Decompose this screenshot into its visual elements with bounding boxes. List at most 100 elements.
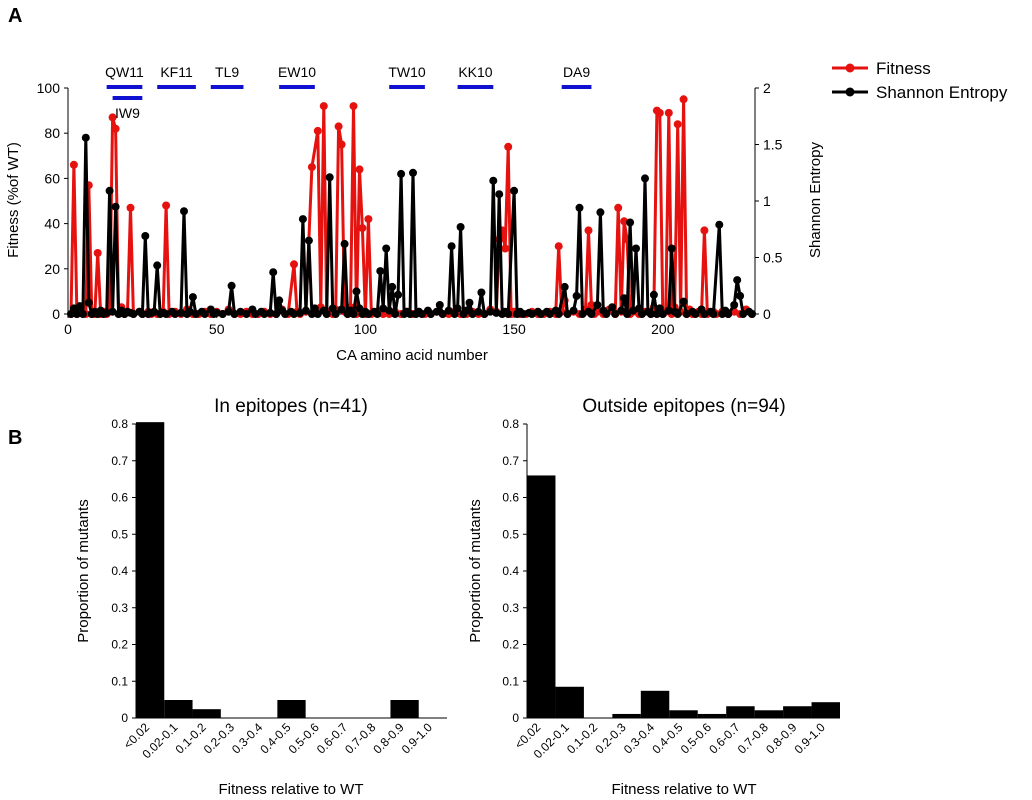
fitness-point (700, 226, 709, 235)
panel-label-b: B (8, 427, 22, 449)
entropy-point (679, 297, 688, 306)
fitness-point (307, 163, 316, 172)
line-x-tick-label: 100 (354, 321, 378, 337)
entropy-point (724, 310, 733, 318)
entropy-point (545, 310, 554, 318)
fitness-point (614, 203, 623, 212)
entropy-point (527, 310, 536, 318)
line-x-tick-label: 50 (209, 321, 225, 337)
hist-y-tick-label: 0.1 (502, 674, 519, 688)
hist-x-tick-label: 0.8-0.9 (370, 720, 407, 757)
hist-x-tick-label: 0.1-0.2 (172, 720, 209, 757)
hist-y-tick-label: 0.3 (111, 601, 128, 615)
entropy-point (593, 301, 602, 309)
hist-y-tick-label: 0 (512, 711, 519, 725)
entropy-point (641, 174, 649, 183)
entropy-point (667, 244, 676, 253)
hist-bar (192, 709, 221, 718)
entropy-point (495, 190, 504, 199)
entropy-point (84, 298, 93, 307)
hist-y-tick-label: 0.8 (111, 417, 128, 431)
entropy-point (171, 310, 180, 318)
legend-entropy-label: Shannon Entropy (876, 83, 1008, 102)
entropy-point (617, 306, 626, 315)
fitness-point (290, 260, 298, 269)
entropy-point (301, 306, 310, 315)
entropy-point (275, 296, 284, 305)
entropy-point (563, 310, 572, 318)
entropy-point (153, 261, 162, 270)
entropy-point (337, 305, 346, 314)
hist-y-tick-label: 0.5 (502, 527, 519, 541)
panel-label-a: A (8, 5, 22, 27)
hist-x-tick-label: 0.6-0.7 (706, 720, 743, 757)
fitness-point (501, 244, 510, 253)
entropy-point (554, 310, 563, 318)
entropy-point (376, 267, 385, 276)
hist-x-tick-label: 0.7-0.8 (342, 720, 379, 757)
hist-x-tick-label: 0.4-0.5 (257, 720, 294, 757)
line-x-tick-label: 0 (64, 321, 72, 337)
fitness-point (313, 126, 322, 135)
entropy-point (489, 176, 498, 185)
hist-y-tick-label: 0.4 (111, 564, 128, 578)
line-y2-tick-label: 1.5 (763, 137, 783, 153)
fitness-point (162, 201, 171, 210)
hist-y-tick-label: 0.2 (502, 638, 519, 652)
epitope-label-da9: DA9 (563, 64, 590, 80)
entropy-point (281, 310, 290, 318)
entropy-point (188, 293, 197, 302)
hist-x-tick-label: 0.6-0.7 (314, 720, 351, 757)
entropy-point (465, 298, 474, 307)
entropy-point (298, 215, 307, 224)
entropy-point (72, 310, 81, 318)
entropy-point (626, 218, 635, 227)
entropy-point (227, 281, 236, 290)
hist-bar (390, 699, 419, 718)
fitness-point (587, 301, 596, 309)
entropy-point (352, 287, 361, 296)
entropy-point (447, 242, 456, 251)
histogram-outside-epitopes-x-title: Fitness relative to WT (611, 781, 756, 798)
hist-x-tick-label: 0.3-0.4 (229, 720, 266, 757)
entropy-point (453, 304, 462, 313)
epitope-label-tw10: TW10 (388, 64, 426, 80)
fitness-point (319, 102, 328, 111)
hist-y-tick-label: 0.5 (111, 527, 128, 541)
entropy-point (269, 268, 278, 277)
histogram-in-epitopes: In epitopes (n=41) Proportion of mutants… (75, 396, 447, 798)
histogram-in-epitopes-title: In epitopes (n=41) (214, 396, 368, 417)
entropy-point (394, 290, 403, 299)
entropy-point (349, 310, 358, 318)
entropy-point (620, 294, 629, 303)
hist-bar (164, 699, 193, 718)
fitness-point (364, 215, 373, 224)
entropy-point (150, 307, 159, 316)
fitness-point (379, 310, 388, 318)
epitope-label-ew10: EW10 (278, 64, 316, 80)
fitness-point (93, 249, 102, 257)
entropy-point (673, 310, 682, 318)
hist-y-tick-label: 0.7 (111, 454, 128, 468)
entropy-point (81, 133, 90, 142)
entropy-point (646, 310, 655, 318)
entropy-point (385, 306, 394, 315)
line-y-tick-label: 40 (44, 216, 60, 232)
entropy-point (180, 207, 188, 216)
hist-x-tick-label: 0.8-0.9 (763, 720, 800, 757)
hist-y-tick-label: 0.2 (111, 638, 128, 652)
entropy-point (730, 301, 739, 309)
hist-bar (669, 710, 698, 718)
hist-bar (754, 710, 784, 718)
entropy-point (406, 310, 414, 318)
entropy-point (162, 310, 171, 318)
line-y-tick-label: 20 (44, 261, 60, 277)
entropy-point (560, 282, 569, 291)
entropy-point (748, 310, 756, 318)
line-y-axis-title: Fitness (%of WT) (5, 142, 22, 258)
fitness-point (355, 165, 364, 174)
hist-y-tick-label: 0.6 (111, 491, 128, 505)
hist-y-tick-label: 0.1 (111, 674, 128, 688)
entropy-point (477, 288, 486, 297)
entropy-point (200, 310, 209, 318)
